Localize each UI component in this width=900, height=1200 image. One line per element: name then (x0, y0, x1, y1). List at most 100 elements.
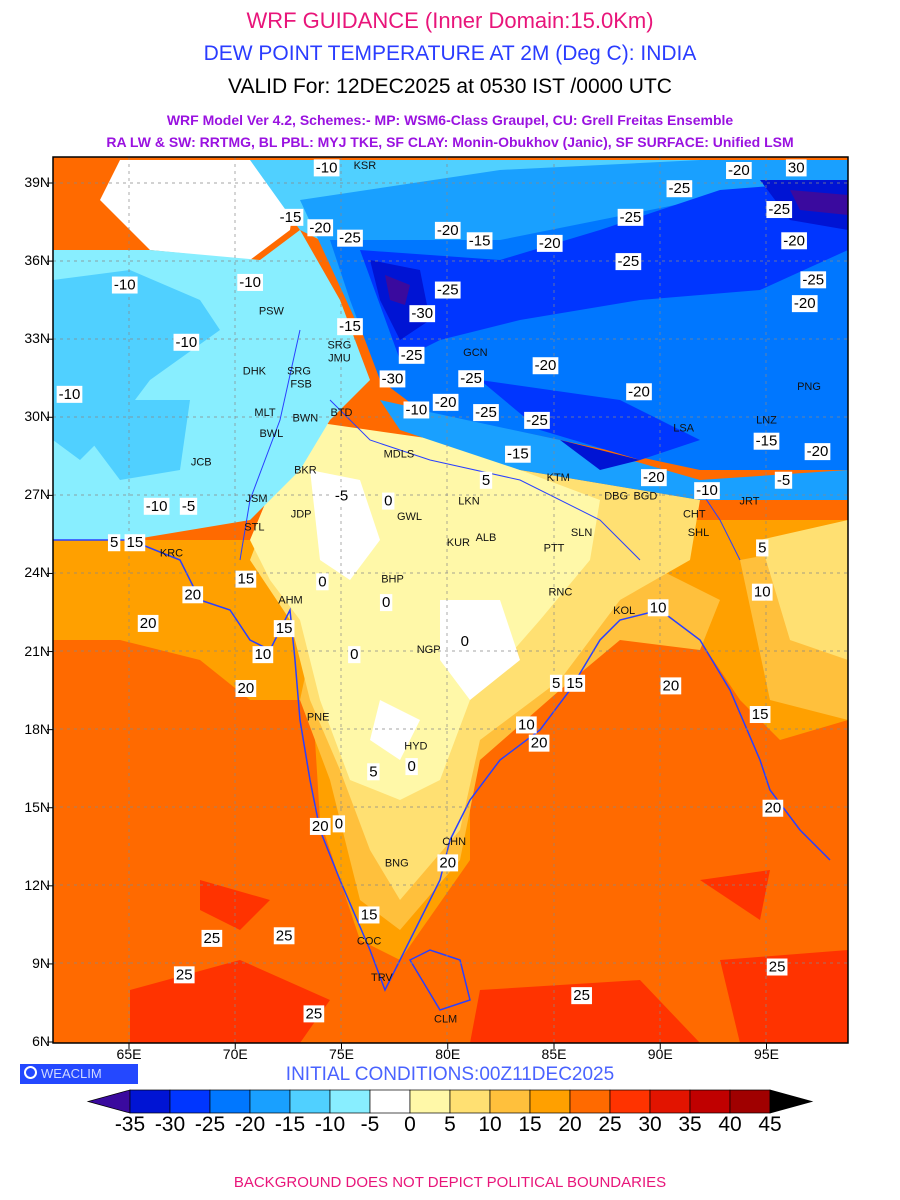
initial-conditions: INITIAL CONDITIONS:00Z11DEC2025 (285, 1064, 615, 1085)
city-label: KRC (160, 548, 183, 560)
contour-label: 0 (407, 758, 415, 775)
contour-label-bg (182, 586, 204, 604)
contour-label-bg (549, 674, 563, 692)
model-schemes-line2: RA LW & SW: RRTMG, BL PBL: MYJ TKE, SF C… (106, 134, 794, 150)
colorbar-label: 20 (558, 1113, 582, 1136)
lat-label: 21N (24, 642, 50, 659)
fill-below-minus35 (385, 190, 848, 305)
city-label: SRG (287, 365, 311, 377)
city-label: BWN (293, 412, 319, 424)
contour-label-bg (143, 497, 170, 515)
colorbar-label: 0 (404, 1113, 416, 1136)
contour-label-group: -30 (409, 305, 436, 323)
contour-label: -10 (316, 159, 338, 176)
contour-label: -10 (239, 274, 261, 291)
contour-label-group: -10 (313, 159, 340, 177)
contour-label: -10 (406, 401, 428, 418)
contour-label: 25 (769, 959, 786, 976)
city-label: KUR (447, 537, 470, 549)
contour-label: -25 (802, 271, 824, 288)
lon-label: 90E (647, 1046, 673, 1062)
contour-label-bg (505, 445, 531, 463)
contour-label-bg (458, 370, 484, 388)
contour-label-bg (762, 799, 784, 817)
contour-label-group: 10 (647, 599, 669, 617)
contour-label-group: 25 (766, 958, 788, 976)
contour-label-group: -20 (804, 443, 831, 461)
model-schemes-line1: WRF Model Ver 4.2, Schemes:- MP: WSM6-Cl… (166, 112, 734, 128)
contour-label-bg (766, 958, 788, 976)
contour-label: -20 (435, 394, 457, 411)
contour-label: 5 (110, 534, 118, 551)
contour-label: -15 (756, 433, 778, 450)
contour-label-bg (458, 633, 471, 651)
contour-label-group: 5 (107, 534, 121, 552)
contour-label-group: 0 (458, 633, 471, 651)
colorbar-label: 5 (444, 1113, 456, 1136)
contour-label: 25 (573, 987, 590, 1004)
contour-label-group: 0 (348, 646, 361, 664)
contour-label-group: -25 (524, 411, 550, 429)
colorbar-label: -35 (114, 1113, 146, 1136)
contour-label-bg (235, 679, 257, 697)
contour-label-bg (532, 357, 559, 375)
city-label: JMU (328, 353, 351, 365)
lat-label: 33N (24, 330, 50, 347)
contour-label-bg (107, 534, 121, 552)
contour-label-group: 20 (762, 799, 784, 817)
contour-label-group: -25 (458, 370, 484, 388)
contour-label-group: 25 (303, 1005, 325, 1023)
contour-label: 30 (788, 159, 805, 176)
contour-label-group: -25 (800, 271, 827, 289)
contour-label: 0 (350, 646, 358, 663)
contour-label: 0 (384, 493, 392, 510)
contour-label-group: -10 (173, 333, 200, 351)
city-label: RNC (548, 587, 572, 599)
contour-label: 15 (361, 906, 378, 923)
contour-label: 5 (369, 763, 377, 780)
contour-label: 5 (552, 675, 560, 692)
lat-label: 6N (32, 1033, 50, 1049)
city-label: KSR (354, 160, 377, 172)
contour-label-bg (785, 159, 807, 177)
contour-label: 15 (276, 620, 293, 637)
city-label: PTT (544, 542, 565, 554)
contour-label-group: 0 (405, 758, 418, 776)
contour-label-group: 20 (660, 677, 682, 695)
contour-label: -25 (339, 230, 361, 247)
city-label: CHT (683, 509, 706, 521)
colorbar-label: -10 (314, 1113, 346, 1136)
city-label: MDLS (384, 449, 415, 461)
lat-label: 30N (24, 408, 50, 425)
city-label: BTD (331, 407, 353, 419)
colorbar-label: -5 (360, 1113, 380, 1136)
contour-label: -20 (728, 162, 750, 179)
contour-label-bg (473, 404, 499, 422)
contour-label-group: 5 (549, 674, 563, 692)
contour-label-bg (766, 201, 793, 219)
lat-label: 24N (24, 564, 50, 581)
contour-label: 20 (439, 854, 456, 871)
contour-label: -15 (339, 318, 361, 335)
contour-label-group: 15 (564, 674, 586, 692)
contour-label-group: -20 (626, 383, 652, 401)
contour-label: -30 (411, 305, 433, 322)
contour-label-bg (332, 815, 346, 833)
lat-label: 27N (24, 486, 50, 503)
city-label: JSM (246, 493, 268, 505)
city-label: MLT (254, 407, 275, 419)
contour-label: 0 (335, 815, 343, 832)
contour-label: -30 (382, 370, 404, 387)
contour-label-bg (252, 646, 274, 664)
contour-label: 15 (752, 706, 769, 723)
map-frame (52, 156, 849, 1044)
city-label: ALB (476, 532, 497, 544)
copyright-icon (24, 1066, 37, 1079)
colorbar-label: 35 (678, 1113, 702, 1136)
contour-label-bg (111, 276, 138, 294)
city-label: KTM (547, 472, 570, 484)
contour-label-group: -20 (536, 234, 563, 252)
lon-label: 65E (116, 1046, 142, 1062)
